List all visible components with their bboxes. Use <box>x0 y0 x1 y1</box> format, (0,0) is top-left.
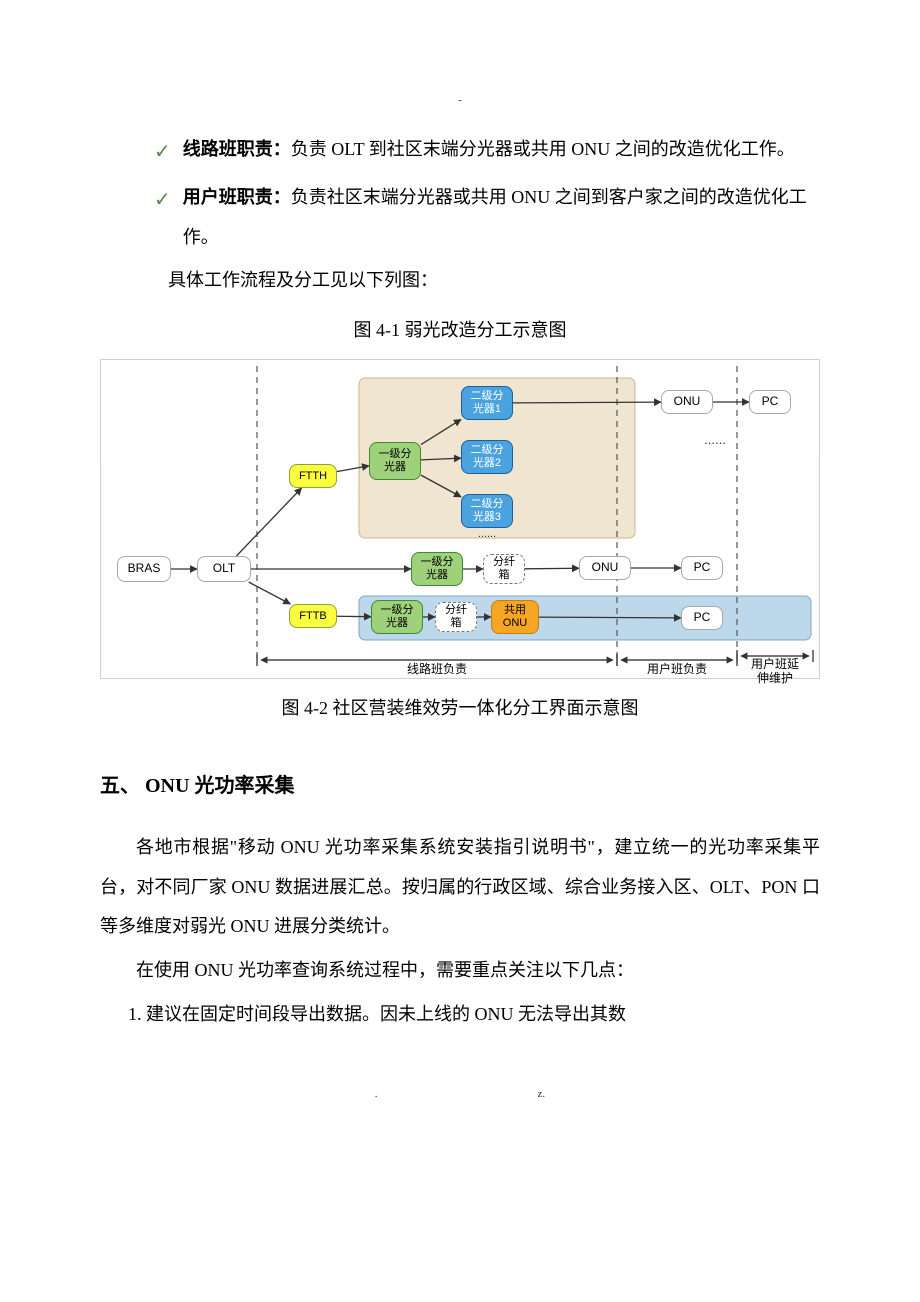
diagram-node-fx1: 分纤 箱 <box>483 554 525 584</box>
bullet-lead-2: 用户班职责： <box>183 187 291 207</box>
footer-mark-right: z. <box>538 1082 546 1106</box>
intro-line: 具体工作流程及分工见以下列图： <box>168 261 820 301</box>
diagram-node-fttb: FTTB <box>289 604 337 628</box>
diagram-node-l1b: 一级分 光器 <box>411 552 463 586</box>
figure-4-1-caption: 图 4-1 弱光改造分工示意图 <box>100 311 820 351</box>
diagram-bracket-label: 用户班延 伸维护 <box>725 658 825 686</box>
bullet-rest-1: 负责 OLT 到社区末端分光器或共用 ONU 之间的改造优化工作。 <box>291 139 795 159</box>
diagram-bracket-label: 线路班负责 <box>387 662 487 678</box>
diagram-node-pc1: PC <box>749 390 791 414</box>
checklist-item-2: ✓ 用户班职责：负责社区末端分光器或共用 ONU 之间到客户家之间的改造优化工作… <box>154 178 820 257</box>
checklist-text-1: 线路班职责：负责 OLT 到社区末端分光器或共用 ONU 之间的改造优化工作。 <box>183 130 820 170</box>
check-icon: ✓ <box>154 130 171 174</box>
diagram-node-sonu: 共用 ONU <box>491 600 539 634</box>
paragraph-2: 在使用 ONU 光功率查询系统过程中，需要重点关注以下几点： <box>100 951 820 991</box>
diagram-node-l2-3: 二级分 光器3 <box>461 494 513 528</box>
diagram-text-dots2: ...... <box>685 434 745 448</box>
diagram-node-l2-2: 二级分 光器2 <box>461 440 513 474</box>
diagram-node-bras: BRAS <box>117 556 171 582</box>
page-footer: . z. <box>100 1082 820 1106</box>
figure-4-2-diagram: BRAS OLT FTTH FTTB 一级分 光器 二级分 光器1 二级分 光器2 二级分 光… <box>100 359 820 679</box>
diagram-node-onu2: ONU <box>579 556 631 580</box>
page-header-mark: - <box>100 88 820 112</box>
diagram-node-fx2: 分纤 箱 <box>435 602 477 632</box>
paragraph-1: 各地市根据"移动 ONU 光功率采集系统安装指引说明书"，建立统一的光功率采集平… <box>100 828 820 947</box>
footer-mark-left: . <box>375 1082 378 1106</box>
check-icon: ✓ <box>154 178 171 222</box>
diagram-node-olt: OLT <box>197 556 251 582</box>
diagram-node-onu1: ONU <box>661 390 713 414</box>
list-item-1: 1. 建议在固定时间段导出数据。因未上线的 ONU 无法导出其数 <box>128 995 820 1035</box>
section-5-heading: 五、 ONU 光功率采集 <box>100 764 820 808</box>
diagram-node-pc2: PC <box>681 556 723 580</box>
diagram-bracket-label: 用户班负责 <box>627 662 727 678</box>
diagram-node-ftth: FTTH <box>289 464 337 488</box>
bullet-lead-1: 线路班职责： <box>183 139 291 159</box>
figure-4-2-caption: 图 4-2 社区营装维效劳一体化分工界面示意图 <box>100 689 820 729</box>
diagram-node-pc3: PC <box>681 606 723 630</box>
diagram-node-l1c: 一级分 光器 <box>371 600 423 634</box>
diagram-text-dots1: ...... <box>461 528 513 540</box>
checklist-text-2: 用户班职责：负责社区末端分光器或共用 ONU 之间到客户家之间的改造优化工作。 <box>183 178 820 257</box>
checklist-item-1: ✓ 线路班职责：负责 OLT 到社区末端分光器或共用 ONU 之间的改造优化工作… <box>154 130 820 174</box>
diagram-node-l2-1: 二级分 光器1 <box>461 386 513 420</box>
diagram-node-l1a: 一级分 光器 <box>369 442 421 480</box>
